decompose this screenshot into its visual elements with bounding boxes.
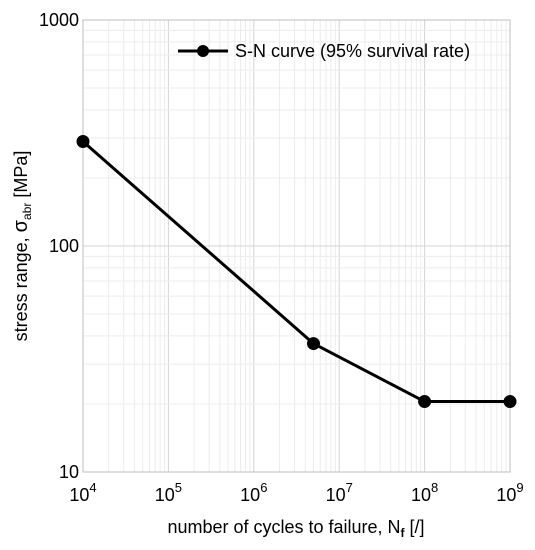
series-line — [82, 140, 510, 404]
legend-entry: S-N curve (95% survival rate) — [235, 41, 470, 61]
x-tick-labels: 104 105 106 107 108 109 — [69, 480, 523, 505]
x-tick-label: 108 — [411, 480, 438, 505]
data-point — [503, 395, 517, 409]
y-tick-label: 1000 — [39, 10, 79, 30]
legend-marker-swatch — [197, 45, 209, 57]
y-axis-label: stress range, σabr [MPa] — [10, 151, 34, 342]
data-point — [418, 395, 432, 409]
grid — [83, 20, 510, 472]
legend: S-N curve (95% survival rate) — [178, 41, 470, 61]
y-tick-labels: 10 100 1000 — [39, 10, 79, 482]
x-tick-label: 109 — [496, 480, 523, 505]
x-tick-label: 104 — [69, 480, 96, 505]
x-tick-label: 107 — [326, 480, 353, 505]
y-tick-label: 10 — [59, 462, 79, 482]
x-axis-label: number of cycles to failure, Nf [/] — [167, 517, 424, 540]
x-tick-label: 105 — [155, 480, 182, 505]
data-point — [306, 337, 320, 351]
plot-area — [82, 19, 511, 473]
y-tick-label: 100 — [49, 236, 79, 256]
series-layer — [76, 134, 517, 409]
data-point — [76, 134, 90, 148]
x-tick-label: 106 — [240, 480, 267, 505]
